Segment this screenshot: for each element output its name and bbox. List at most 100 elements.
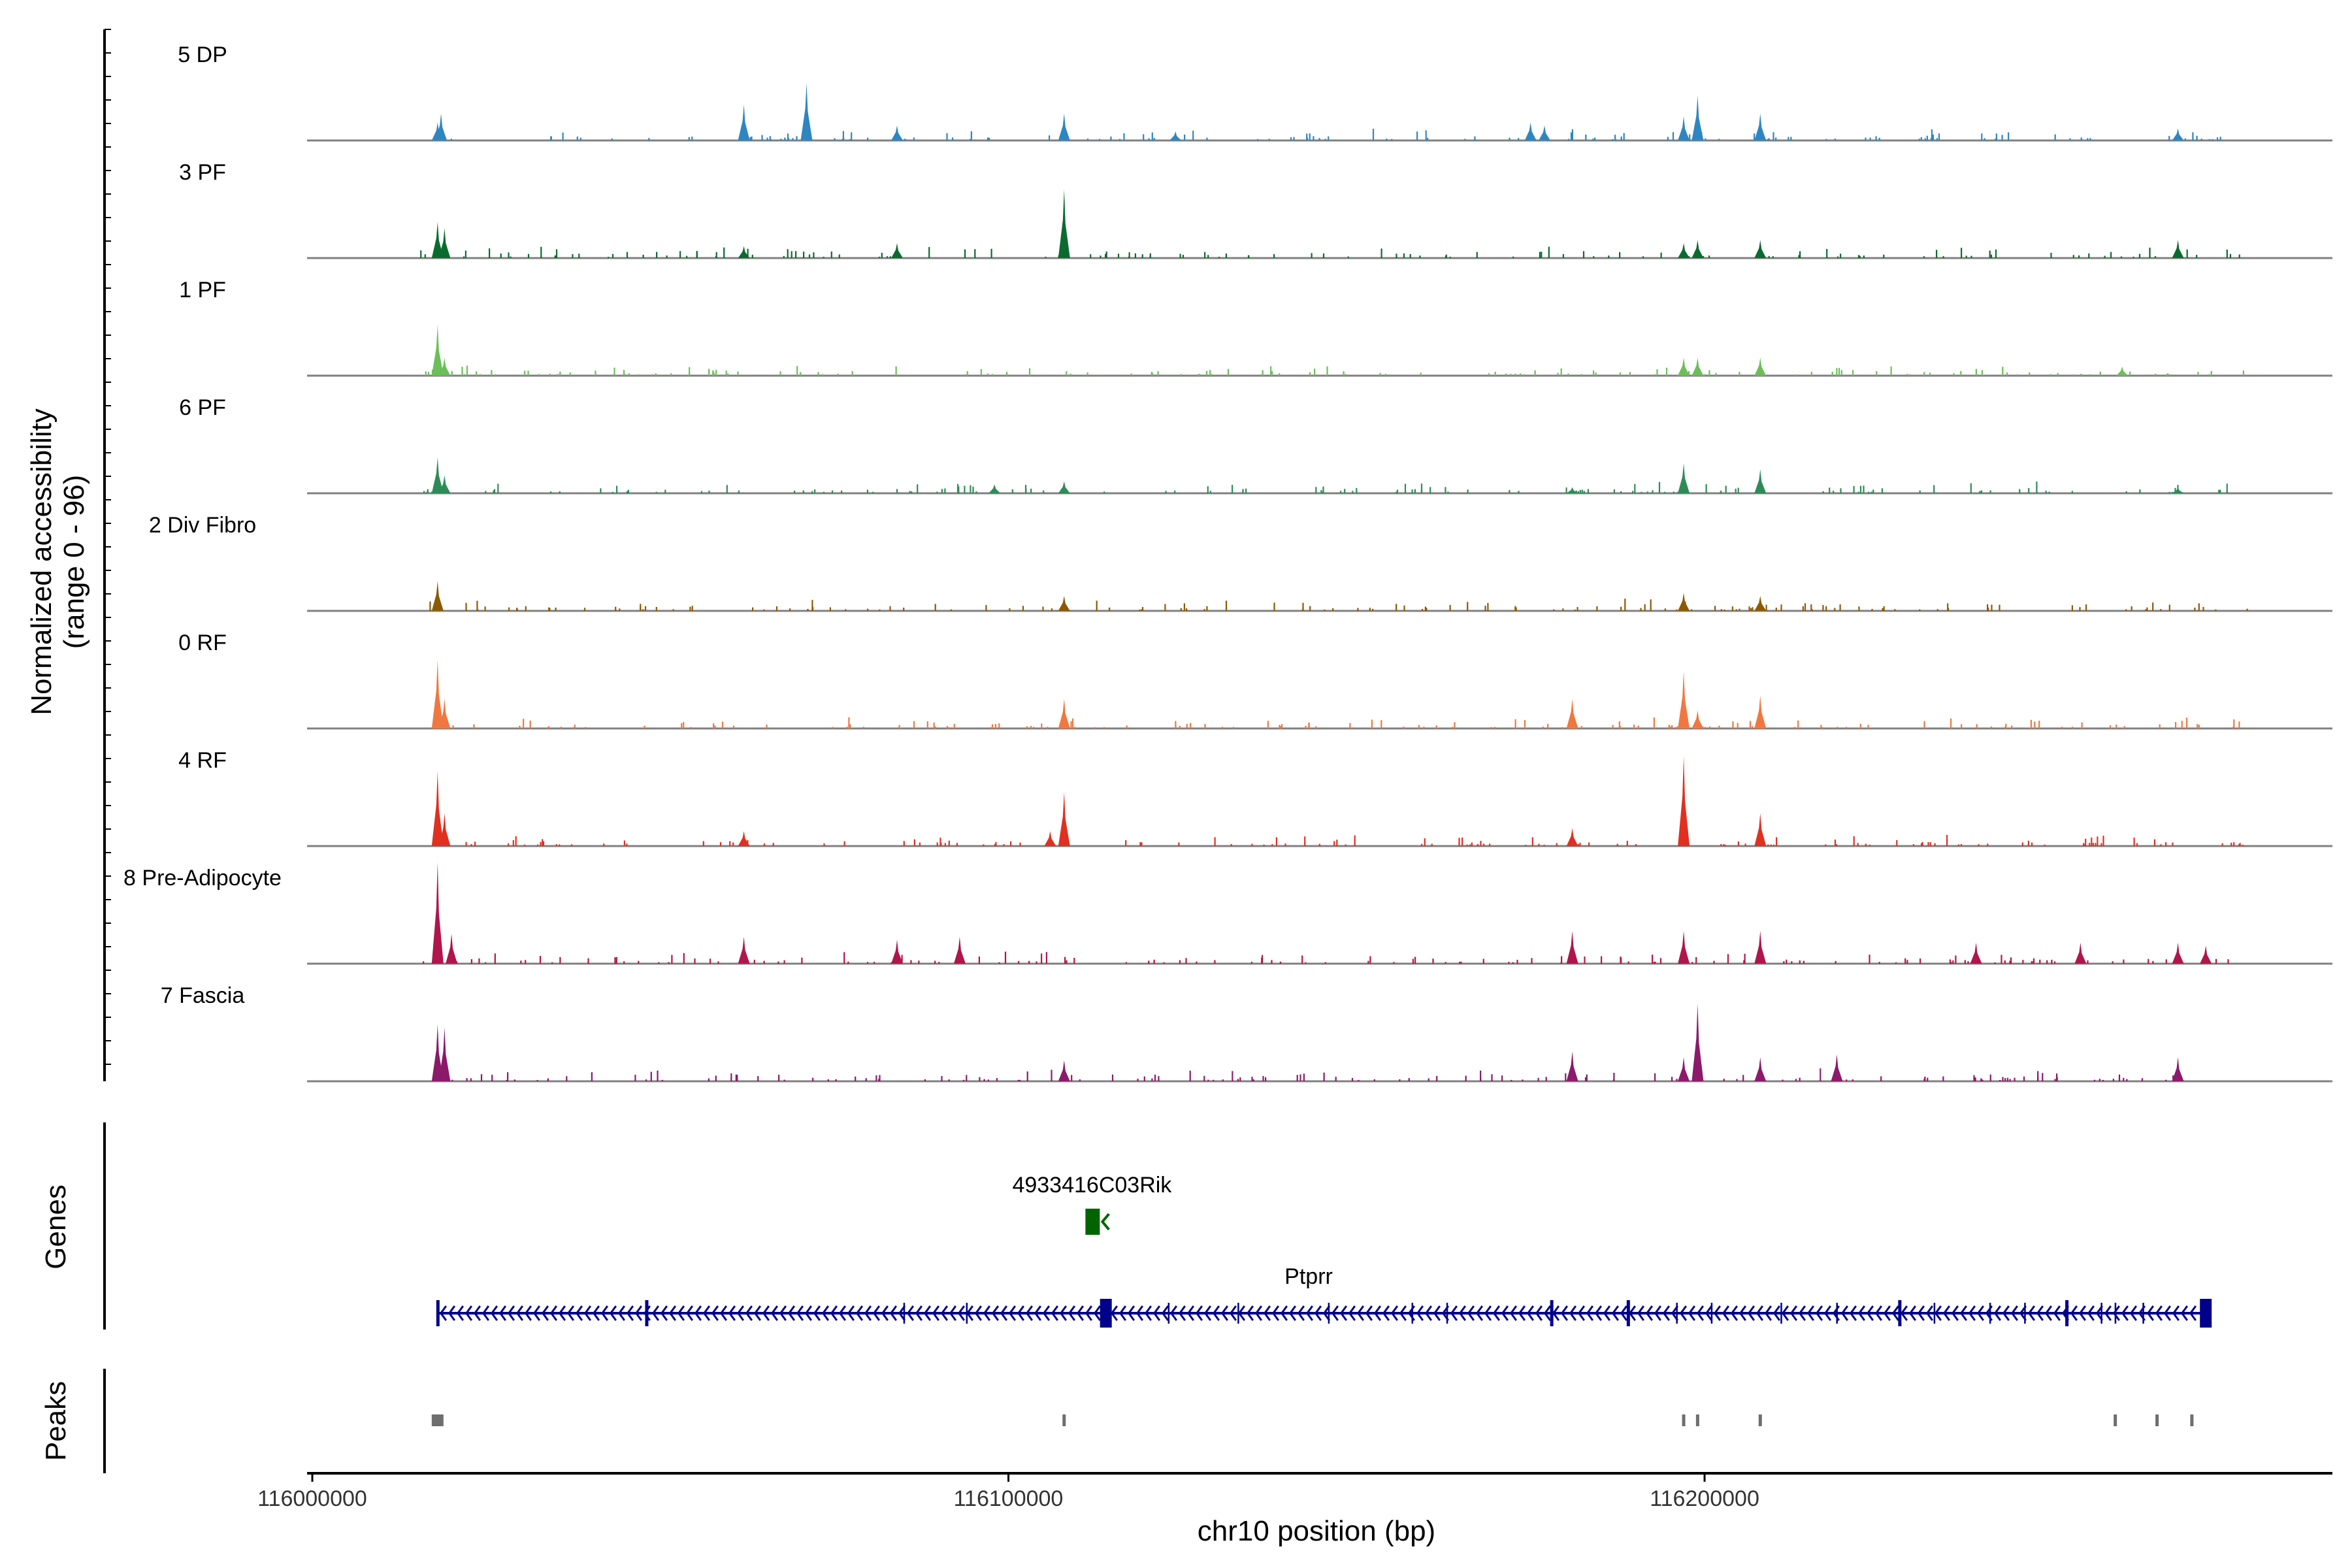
coverage-noise [841, 490, 843, 493]
coverage-noise [1795, 374, 1797, 376]
coverage-noise [1795, 1079, 1797, 1081]
coverage-noise [1772, 132, 1774, 140]
strand-chevron [617, 1305, 626, 1321]
coverage-noise [1982, 1079, 1984, 1081]
coverage-noise [1883, 254, 1885, 258]
coverage-noise [2149, 248, 2151, 258]
coverage-noise [2165, 1079, 2167, 1081]
coverage-noise [736, 1074, 738, 1081]
coverage-noise [2102, 1079, 2104, 1081]
coverage-noise [1445, 962, 1446, 964]
coverage-noise [1221, 727, 1224, 728]
coverage-noise [953, 724, 955, 728]
coverage-noise [1878, 137, 1880, 140]
coverage-noise [1724, 844, 1726, 846]
coverage-noise [461, 367, 463, 376]
coverage-noise [1148, 960, 1150, 964]
coverage-peak [2172, 128, 2184, 140]
coverage-noise [683, 722, 685, 728]
coverage-noise [2080, 374, 2082, 376]
coverage-noise [831, 490, 834, 493]
coverage-noise [1467, 489, 1469, 493]
coverage-noise [423, 961, 425, 964]
coverage-noise [1782, 1079, 1784, 1081]
coverage-peak [1678, 116, 1690, 140]
coverage-noise [919, 842, 921, 846]
strand-chevron [1908, 1305, 1917, 1321]
coverage-noise [1691, 962, 1693, 964]
coverage-noise [1775, 137, 1777, 140]
coverage-noise [1565, 1073, 1567, 1081]
coverage-noise [1158, 1076, 1160, 1081]
coverage-noise [1373, 1079, 1375, 1081]
strand-chevron [1051, 1305, 1059, 1321]
coverage-noise [2087, 960, 2089, 964]
coverage-noise [512, 840, 514, 846]
coverage-noise [1403, 253, 1405, 258]
coverage-noise [1214, 837, 1216, 846]
coverage-noise [730, 1073, 732, 1081]
coverage-noise [1960, 370, 1962, 376]
coverage-noise [1739, 608, 1740, 611]
coverage-noise [878, 1079, 880, 1081]
coverage-noise [2022, 960, 2024, 964]
coverage-noise [778, 1075, 780, 1081]
strand-chevron [1365, 1305, 1373, 1321]
coverage-noise [1157, 371, 1159, 376]
strand-chevron [881, 1305, 889, 1321]
coverage-noise [2048, 491, 2050, 493]
coverage-noise [1904, 958, 1906, 964]
coverage-peak [2200, 945, 2212, 964]
coverage-noise [1845, 727, 1848, 728]
coverage-noise [1688, 256, 1690, 258]
coverage-noise [657, 1070, 659, 1081]
coverage-noise [1522, 1079, 1524, 1081]
coverage-noise [1619, 726, 1621, 728]
coverage-noise [1836, 368, 1838, 376]
strand-chevron [702, 1305, 711, 1321]
coverage-noise [946, 726, 948, 728]
coverage-noise [747, 840, 749, 846]
coverage-noise [1723, 844, 1725, 846]
coverage-noise [470, 844, 472, 846]
track-label: 5 DP [178, 42, 227, 67]
coverage-noise [2091, 837, 2093, 846]
coverage-noise [508, 843, 510, 846]
coverage-noise [520, 960, 522, 964]
coverage-noise [1786, 959, 1788, 964]
strand-chevron [1356, 1305, 1365, 1321]
coverage-noise [1324, 609, 1326, 611]
coverage-noise [1833, 491, 1835, 493]
coverage-noise [642, 254, 644, 258]
coverage-noise [2021, 842, 2023, 846]
coverage-noise [1304, 836, 1306, 846]
coverage-noise [670, 373, 672, 376]
coverage-noise [1371, 719, 1373, 728]
coverage-noise [1418, 727, 1420, 728]
coverage-noise [1396, 489, 1398, 493]
coverage-noise [595, 370, 596, 376]
strand-chevron [634, 1305, 643, 1321]
coverage-noise [996, 1078, 998, 1081]
coverage-noise [2083, 844, 2085, 846]
coverage-noise [1262, 370, 1264, 376]
coverage-noise [2057, 372, 2059, 376]
coverage-peak [438, 357, 451, 376]
coverage-noise [494, 953, 496, 964]
coverage-noise [1393, 962, 1395, 964]
coverage-noise [988, 137, 990, 140]
coverage-noise [2002, 367, 2004, 376]
coverage-noise [1987, 608, 1989, 611]
coverage-noise [1354, 835, 1356, 846]
coverage-noise [547, 1078, 549, 1081]
coverage-noise [2001, 135, 2003, 140]
coverage-noise [1950, 962, 1952, 964]
coverage-noise [1110, 137, 1112, 140]
coverage-noise [1416, 131, 1418, 140]
coverage-noise [1345, 374, 1347, 376]
coverage-noise [1697, 726, 1699, 728]
coverage-noise [1927, 1077, 1929, 1081]
coverage-noise [1476, 252, 1478, 258]
coverage-noise [1569, 491, 1571, 493]
coverage-noise [777, 961, 779, 964]
